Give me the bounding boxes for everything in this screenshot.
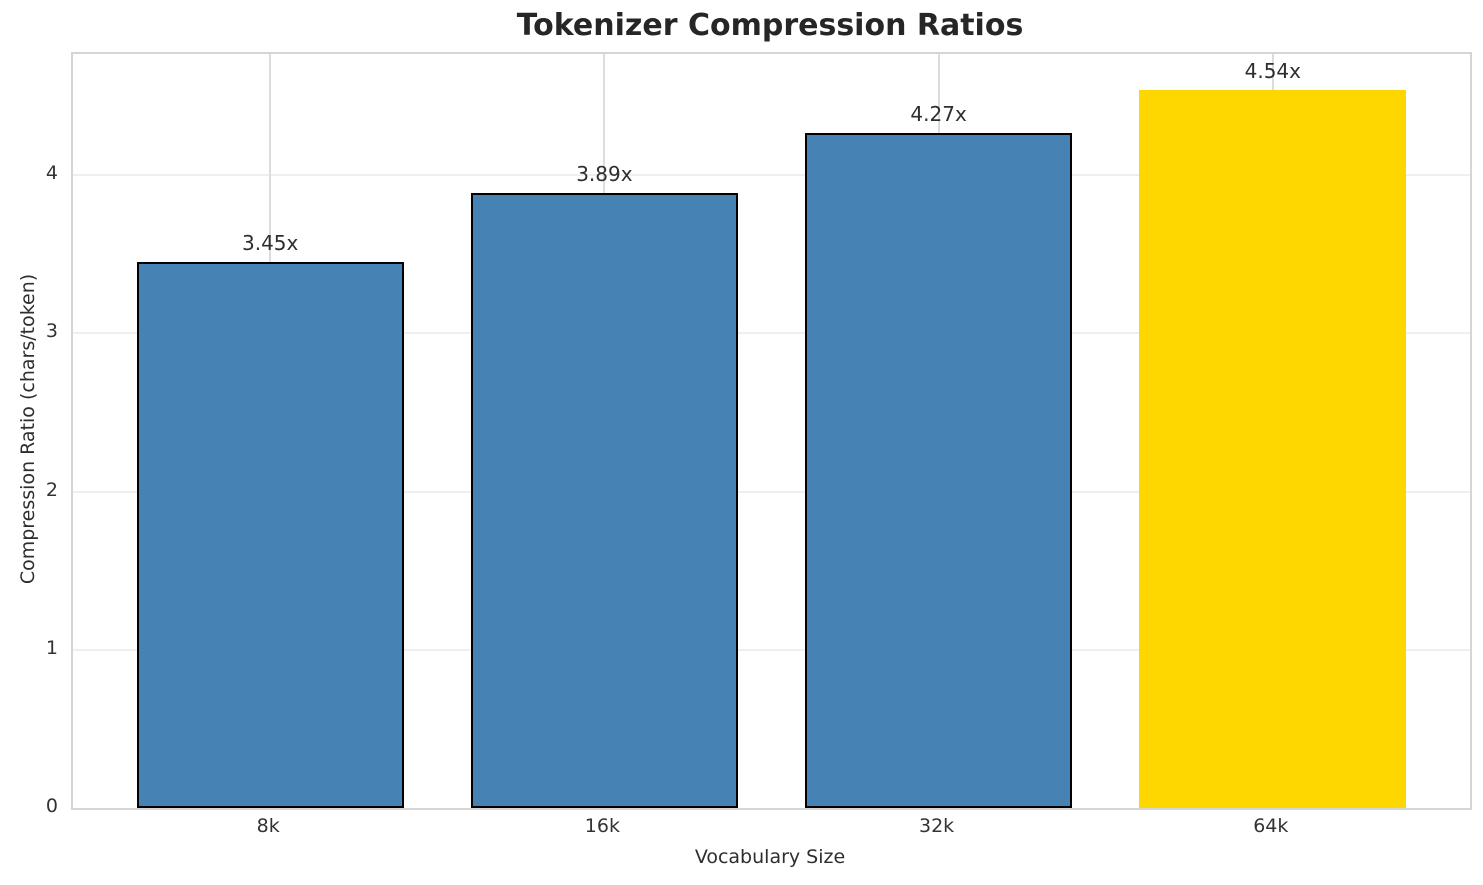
chart-title: Tokenizer Compression Ratios xyxy=(516,8,1024,43)
bar-value-label: 4.27x xyxy=(910,101,967,126)
h-gridline xyxy=(73,648,1470,651)
y-tick-label: 0 xyxy=(45,795,58,817)
bar-value-label: 3.45x xyxy=(241,231,299,256)
bar-32k xyxy=(804,132,1073,808)
plot-area: 3.45x 3.89x 4.27x 4.54x xyxy=(71,52,1472,810)
bar-value-label: 4.54x xyxy=(1244,58,1301,83)
x-axis-label: Vocabulary Size xyxy=(694,846,846,868)
x-tick-label: 32k xyxy=(919,815,955,837)
y-tick-label: 4 xyxy=(45,162,58,185)
x-tick-label: 16k xyxy=(584,815,620,837)
bar-64k xyxy=(1139,89,1407,808)
h-gridline xyxy=(73,332,1470,335)
bar-8k xyxy=(136,262,404,808)
x-tick-label: 64k xyxy=(1253,815,1289,837)
h-gridline xyxy=(73,490,1470,493)
bar-16k xyxy=(470,192,739,808)
y-tick-label: 3 xyxy=(45,320,58,343)
y-tick-label: 1 xyxy=(45,636,58,659)
h-gridline xyxy=(73,174,1470,177)
x-tick-label: 8k xyxy=(256,815,280,837)
bar-value-label: 3.89x xyxy=(576,161,633,186)
y-tick-label: 2 xyxy=(45,478,58,501)
